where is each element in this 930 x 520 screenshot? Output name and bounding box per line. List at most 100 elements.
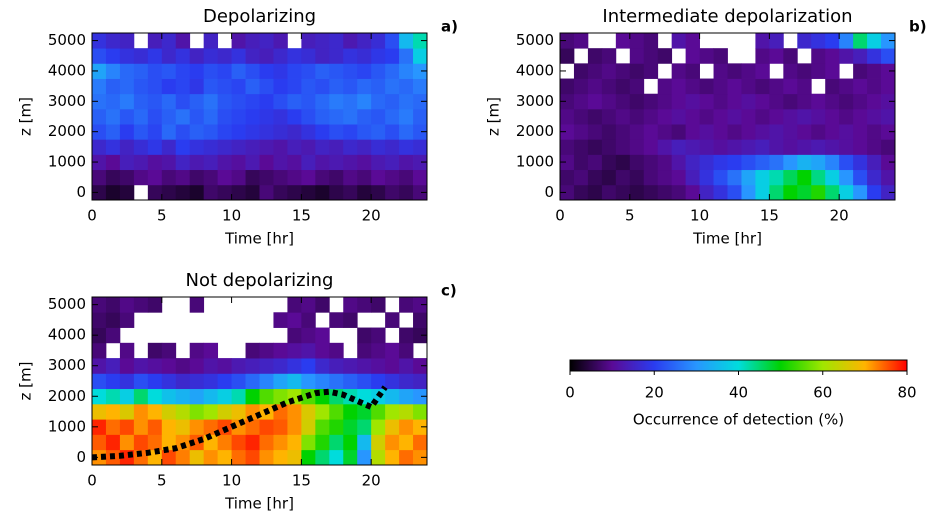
heatmap-cell — [783, 63, 798, 79]
heatmap-cell — [119, 403, 135, 420]
heatmap-cell — [573, 63, 589, 79]
heatmap-cell — [413, 297, 428, 313]
heatmap-cell — [245, 48, 260, 64]
heatmap-cell — [245, 63, 260, 79]
heatmap-cell — [161, 169, 177, 186]
heatmap-cell — [657, 124, 673, 140]
overlay-line — [91, 385, 388, 461]
heatmap-cell — [147, 78, 163, 95]
heatmap-cell — [413, 327, 428, 344]
heatmap-cell — [203, 373, 219, 390]
heatmap-cell — [133, 63, 149, 79]
heatmap-cell — [399, 327, 414, 344]
colorbar-tick-label: 0 — [565, 384, 575, 402]
panel-label: c) — [441, 282, 457, 300]
heatmap-cell — [797, 139, 812, 155]
heatmap-cell — [231, 93, 246, 110]
heatmap-cell — [371, 184, 386, 201]
heatmap-cell — [853, 169, 868, 186]
heatmap-cell — [92, 108, 107, 125]
heatmap-cell — [371, 403, 386, 420]
heatmap-cell — [699, 78, 714, 95]
heatmap-cell — [839, 154, 854, 171]
heatmap-cell — [867, 63, 882, 79]
colorbar-tick-label: 40 — [729, 384, 748, 402]
heatmap-cell — [825, 63, 840, 79]
x-tick-label: 0 — [555, 207, 565, 225]
heatmap-cell — [643, 33, 659, 49]
heatmap-cell — [371, 297, 386, 313]
heatmap-cell — [133, 139, 149, 155]
heatmap-cell — [371, 48, 386, 64]
heatmap-cell — [741, 184, 756, 201]
heatmap-cell — [119, 388, 135, 405]
heatmap-cell — [413, 449, 428, 466]
heatmap-cell — [371, 124, 386, 140]
heatmap-cell — [301, 403, 316, 420]
heatmap-cell — [385, 93, 400, 110]
heatmap-cell — [175, 169, 191, 186]
heatmap-cell — [825, 33, 840, 49]
heatmap-cell — [273, 33, 288, 49]
heatmap-cell — [643, 63, 659, 79]
heatmap-cell — [399, 108, 414, 125]
heatmap-cell — [629, 184, 645, 201]
heatmap-cell — [797, 154, 812, 171]
heatmap-cell — [329, 373, 344, 390]
heatmap-cell — [259, 358, 274, 374]
heatmap-cell — [147, 48, 163, 64]
heatmap-cell — [755, 93, 770, 110]
plot-frame — [91, 32, 428, 201]
heatmap-cell — [755, 154, 770, 171]
heatmap-cell — [657, 78, 673, 95]
heatmap-cell — [413, 93, 428, 110]
x-tick-label: 15 — [292, 207, 311, 225]
heatmap-cell — [825, 169, 840, 186]
heatmap-cell — [671, 124, 687, 140]
heatmap-cell — [189, 48, 205, 64]
heatmap-cell — [315, 154, 330, 171]
heatmap-cell — [189, 419, 205, 435]
heatmap-cell — [629, 33, 645, 49]
heatmap-cell — [231, 184, 246, 201]
heatmap-cell — [853, 154, 868, 171]
heatmap-cell — [385, 449, 400, 466]
heatmap-cell — [92, 403, 107, 420]
heatmap-cell — [329, 419, 344, 435]
heatmap-cell — [329, 169, 344, 186]
heatmap-cell — [301, 297, 316, 313]
heatmap-cell — [92, 373, 107, 390]
heatmap-cell — [301, 358, 316, 374]
heatmap-cell — [713, 78, 728, 95]
heatmap-cell — [755, 139, 770, 155]
heatmap-cell — [92, 124, 107, 140]
heatmap-cell — [629, 78, 645, 95]
heatmap-cell — [853, 63, 868, 79]
heatmap-cell — [853, 48, 868, 64]
heatmap-cell — [259, 373, 274, 390]
heatmap-cell — [343, 449, 358, 466]
heatmap-cell — [839, 169, 854, 186]
heatmap-cell — [315, 63, 330, 79]
heatmap-cell — [601, 78, 617, 95]
heatmap-cell — [105, 327, 121, 344]
heatmap-cell — [259, 33, 274, 49]
heatmap-cell — [315, 78, 330, 95]
heatmap-cell — [867, 169, 882, 186]
heatmap-cell — [413, 154, 428, 171]
heatmap-cell — [133, 78, 149, 95]
heatmap-cell — [203, 48, 219, 64]
heatmap-cell — [839, 108, 854, 125]
heatmap-cell — [161, 93, 177, 110]
heatmap-cell — [357, 449, 372, 466]
heatmap-cell — [119, 169, 135, 186]
heatmap-cell — [769, 93, 784, 110]
heatmap-cell — [385, 403, 400, 420]
heatmap-cell — [273, 124, 288, 140]
heatmap-cell — [161, 108, 177, 125]
heatmap-cell — [287, 434, 302, 451]
heatmap-cell — [357, 33, 372, 49]
heatmap-cell — [399, 449, 414, 466]
heatmap-cell — [685, 184, 700, 201]
